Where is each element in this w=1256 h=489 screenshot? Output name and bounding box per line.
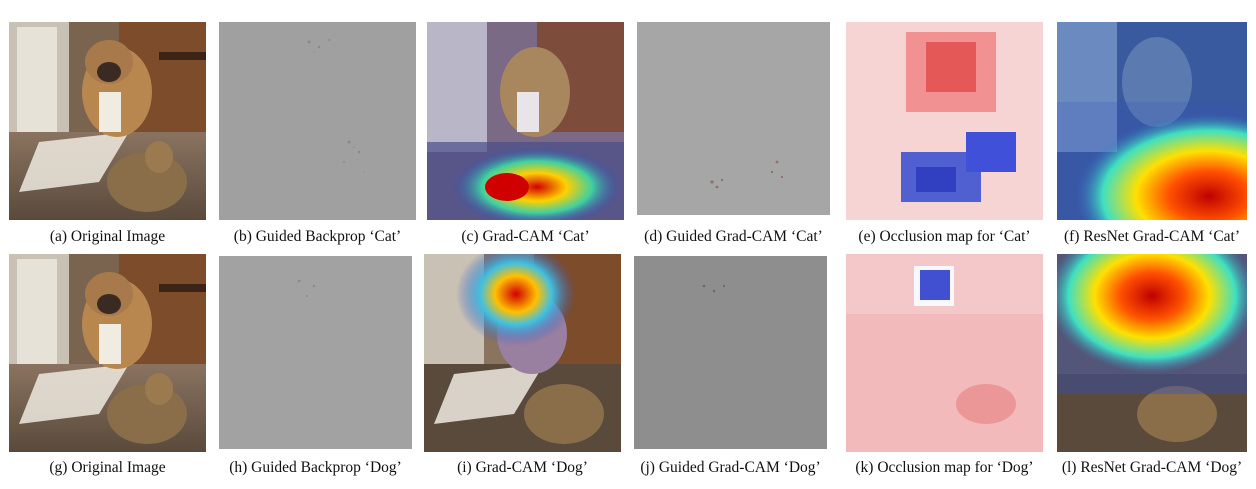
caption-l: (l) ResNet Grad-CAM ‘Dog’ — [1061, 459, 1243, 476]
panel-b: (b) Guided Backprop ‘Cat’ — [219, 22, 416, 245]
caption-c: (c) Grad-CAM ‘Cat’ — [461, 228, 590, 245]
panel-g: (g) Original Image — [9, 254, 206, 476]
panel-f: (f) ResNet Grad-CAM ‘Cat’ — [1057, 22, 1247, 245]
original-image-g — [9, 254, 206, 452]
caption-j: (j) Guided Grad-CAM ‘Dog’ — [640, 459, 821, 476]
caption-e: (e) Occlusion map for ‘Cat’ — [858, 228, 1031, 245]
guided-backprop-cat-map — [219, 22, 416, 220]
guided-gradcam-dog-map — [634, 256, 827, 449]
panel-i: (i) Grad-CAM ‘Dog’ — [424, 254, 621, 476]
caption-b: (b) Guided Backprop ‘Cat’ — [233, 228, 402, 245]
gradcam-cat-map — [427, 22, 624, 220]
resnet-gradcam-cat-map — [1057, 22, 1247, 220]
panel-c: (c) Grad-CAM ‘Cat’ — [427, 22, 624, 245]
panel-d: (d) Guided Grad-CAM ‘Cat’ — [637, 22, 830, 245]
caption-i: (i) Grad-CAM ‘Dog’ — [457, 459, 588, 476]
guided-backprop-dog-map — [219, 256, 412, 449]
caption-a: (a) Original Image — [49, 228, 166, 245]
caption-k: (k) Occlusion map for ‘Dog’ — [855, 459, 1034, 476]
panel-a: (a) Original Image — [9, 22, 206, 245]
panel-h: (h) Guided Backprop ‘Dog’ — [219, 256, 412, 476]
original-image-a — [9, 22, 206, 220]
caption-d: (d) Guided Grad-CAM ‘Cat’ — [644, 228, 823, 245]
occlusion-cat-map — [846, 22, 1043, 220]
guided-gradcam-cat-map — [637, 22, 830, 215]
caption-h: (h) Guided Backprop ‘Dog’ — [229, 459, 402, 476]
panel-l: (l) ResNet Grad-CAM ‘Dog’ — [1057, 254, 1247, 476]
resnet-gradcam-dog-map — [1057, 254, 1247, 452]
panel-e: (e) Occlusion map for ‘Cat’ — [846, 22, 1043, 245]
panel-j: (j) Guided Grad-CAM ‘Dog’ — [634, 256, 827, 476]
occlusion-dog-map — [846, 254, 1043, 452]
panel-k: (k) Occlusion map for ‘Dog’ — [846, 254, 1043, 476]
gradcam-dog-map — [424, 254, 621, 452]
caption-g: (g) Original Image — [49, 459, 166, 476]
caption-f: (f) ResNet Grad-CAM ‘Cat’ — [1063, 228, 1241, 245]
